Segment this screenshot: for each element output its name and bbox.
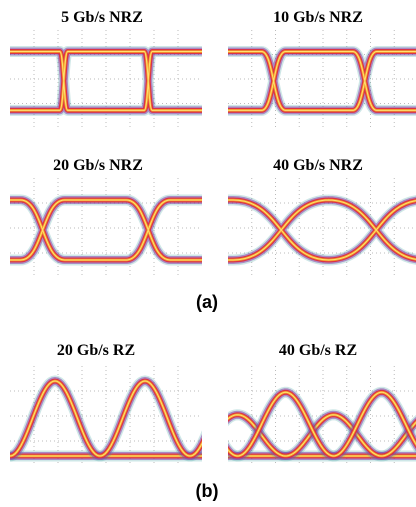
- panel-title: 20 Gb/s RZ: [57, 342, 135, 359]
- panel-title: 5 Gb/s NRZ: [61, 9, 143, 26]
- traces: [10, 375, 202, 462]
- eye-diagram: [10, 178, 202, 278]
- eye-diagram: [228, 30, 416, 128]
- grid: [228, 178, 416, 278]
- figure-label: (a): [196, 292, 218, 312]
- panel-title: 40 Gb/s RZ: [279, 342, 357, 359]
- eye-trace: [10, 199, 202, 261]
- eye-trace: [10, 380, 202, 457]
- eye-diagram: [10, 366, 202, 466]
- eye-trace: [228, 199, 416, 261]
- panel-title: 20 Gb/s NRZ: [53, 157, 143, 174]
- traces: [228, 386, 416, 462]
- eye-trace: [10, 51, 202, 111]
- eye-trace: [228, 51, 416, 111]
- grid: [10, 178, 202, 278]
- eye-trace: [228, 391, 416, 457]
- panel-title: 10 Gb/s NRZ: [273, 9, 363, 26]
- figure-label: (b): [196, 481, 219, 501]
- traces: [228, 46, 416, 116]
- panel-title: 40 Gb/s NRZ: [273, 157, 363, 174]
- grid: [228, 366, 416, 466]
- eye-diagram: [10, 30, 202, 128]
- eye-diagram: [228, 366, 416, 466]
- eye-diagram: [228, 178, 416, 278]
- traces: [228, 194, 416, 266]
- traces: [10, 194, 202, 266]
- traces: [10, 46, 202, 116]
